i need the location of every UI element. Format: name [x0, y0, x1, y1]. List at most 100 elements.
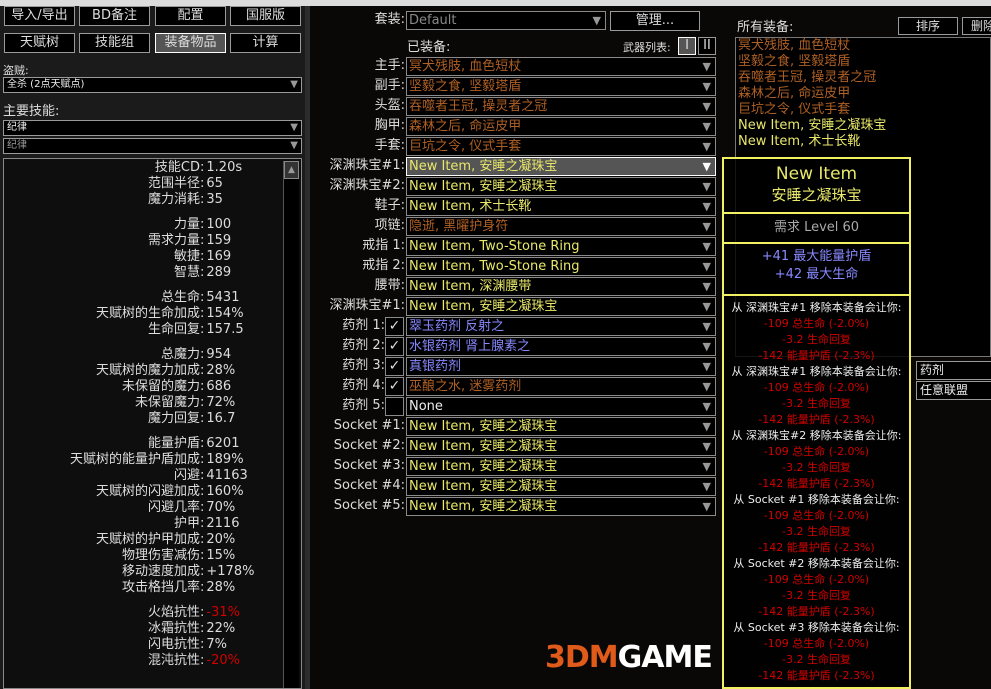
slot-select[interactable]: 水银药剂 肾上腺素之 ▼: [406, 337, 716, 356]
item-list-entry[interactable]: New Item, 术士长靴: [738, 134, 861, 149]
flask-checkbox[interactable]: [385, 397, 404, 416]
stat-colon: :: [200, 621, 205, 636]
stat-value: 189%: [206, 452, 244, 467]
stat-row: 天赋树的护甲加成:20%: [4, 532, 301, 548]
slot-select[interactable]: 巨坑之令, 仪式手套 ▼: [406, 137, 716, 156]
slot-select[interactable]: None ▼: [406, 397, 716, 416]
skill-part-select[interactable]: 纪律 ▼: [3, 138, 302, 154]
item-list-entry[interactable]: 森林之后, 命运皮甲: [738, 86, 851, 101]
slot-select[interactable]: New Item, 术士长靴 ▼: [406, 197, 716, 216]
stat-row: 闪电抗性:7%: [4, 637, 301, 653]
stat-label: 总魔力: [160, 347, 200, 362]
weapon-set-1-button[interactable]: I: [678, 37, 696, 55]
item-list-entry[interactable]: 坚毅之食, 坚毅塔盾: [738, 54, 851, 69]
bandit-select[interactable]: 全杀 (2点天赋点) ▼: [3, 77, 302, 93]
compare-line: -142 能量护盾 (-2.3%): [758, 541, 875, 554]
item-list-entry[interactable]: 吞噬者王冠, 操灵者之冠: [738, 70, 877, 85]
chevron-down-icon: ▼: [592, 14, 601, 27]
nav-tab-1-2[interactable]: 装备物品: [155, 33, 226, 53]
slot-select[interactable]: 森林之后, 命运皮甲 ▼: [406, 117, 716, 136]
slot-select[interactable]: 翠玉药剂 反射之 ▼: [406, 317, 716, 336]
chevron-down-icon: ▼: [702, 280, 711, 293]
slot-select[interactable]: New Item, 安睡之凝珠宝 ▼: [406, 497, 716, 516]
flask-checkbox[interactable]: ✓: [385, 357, 404, 376]
stat-value: 70%: [206, 500, 236, 515]
nav-tab-0-3[interactable]: 国服版: [230, 6, 301, 26]
stat-colon: :: [200, 249, 205, 264]
slot-select[interactable]: New Item, 安睡之凝珠宝 ▼: [406, 477, 716, 496]
manage-itemsets-button[interactable]: 管理...: [610, 11, 700, 31]
nav-tab-0-1[interactable]: BD备注: [79, 6, 150, 26]
panel-divider[interactable]: [305, 6, 310, 689]
stat-gap: [4, 427, 301, 436]
stat-label: 生命回复: [147, 322, 200, 337]
stat-colon: :: [200, 192, 205, 207]
bandit-value: 全杀 (2点天赋点): [7, 79, 85, 90]
slot-select[interactable]: New Item, 安睡之凝珠宝 ▼: [406, 177, 716, 196]
stat-value: 686: [206, 379, 232, 394]
stat-label: 护甲: [173, 516, 200, 531]
slot-label: 药剂 2:: [342, 338, 385, 353]
item-list-entry[interactable]: 冥犬残肢, 血色短杖: [738, 38, 851, 53]
stat-label: 需求力量: [147, 233, 200, 248]
weapon-set-2-button[interactable]: II: [698, 37, 716, 55]
slot-select[interactable]: 隐逝, 黑曜护身符 ▼: [406, 217, 716, 236]
stat-gap: [4, 596, 301, 605]
stat-row: 混沌抗性: -20%: [4, 653, 301, 669]
nav-tab-1-1[interactable]: 技能组: [79, 33, 150, 53]
stat-value: 5431: [206, 290, 240, 305]
stat-row: 闪避:41163: [4, 468, 301, 484]
slot-item: 巨坑之令, 仪式手套: [409, 139, 522, 154]
slot-select[interactable]: 冥犬残肢, 血色短杖 ▼: [406, 57, 716, 76]
slot-select[interactable]: 巫酿之水, 迷雾药剂 ▼: [406, 377, 716, 396]
stat-row: 未保留的魔力:686: [4, 379, 301, 395]
chevron-down-icon: ▼: [702, 140, 711, 153]
nav-tab-1-3[interactable]: 计算: [230, 33, 301, 53]
slot-label: 药剂 5:: [342, 398, 385, 413]
watermark-logo: 3DMGAME: [545, 640, 713, 675]
flask-checkbox[interactable]: ✓: [385, 317, 404, 336]
chevron-down-icon: ▼: [702, 320, 711, 333]
delete-button[interactable]: 删除: [962, 17, 991, 35]
slot-select[interactable]: New Item, 安睡之凝珠宝 ▼: [406, 297, 716, 316]
nav-tab-1-0[interactable]: 天赋树: [4, 33, 75, 53]
stats-scrollbar[interactable]: ▲: [283, 161, 299, 688]
main-skill-select[interactable]: 纪律 ▼: [3, 120, 302, 136]
slot-label: 头盔:: [374, 98, 405, 113]
nav-tab-0-0[interactable]: 导入/导出: [4, 6, 75, 26]
slot-select[interactable]: 真银药剂 ▼: [406, 357, 716, 376]
slot-select[interactable]: New Item, Two-Stone Ring ▼: [406, 257, 716, 276]
flask-checkbox[interactable]: ✓: [385, 337, 404, 356]
slot-select[interactable]: New Item, Two-Stone Ring ▼: [406, 237, 716, 256]
slot-select[interactable]: New Item, 安睡之凝珠宝 ▼: [406, 437, 716, 456]
stat-value: 20%: [206, 532, 236, 547]
league-filter-select[interactable]: 任意联盟: [916, 381, 991, 400]
stat-value: 65: [206, 176, 223, 191]
slot-select[interactable]: New Item, 安睡之凝珠宝 ▼: [406, 417, 716, 436]
slot-select[interactable]: New Item, 安睡之凝珠宝 ▼: [406, 457, 716, 476]
item-list-entry[interactable]: 巨坑之令, 仪式手套: [738, 102, 851, 117]
slot-select[interactable]: New Item, 安睡之凝珠宝 ▼: [406, 157, 716, 176]
stat-value: 289: [206, 265, 232, 280]
nav-tab-0-2[interactable]: 配置: [155, 6, 226, 26]
slot-item: New Item, 安睡之凝珠宝: [409, 479, 558, 494]
compare-line: -109 总生命 (-2.0%): [763, 573, 870, 586]
slot-item: New Item, 安睡之凝珠宝: [409, 299, 558, 314]
sort-button[interactable]: 排序: [898, 17, 958, 35]
itemset-select[interactable]: Default ▼: [406, 11, 606, 30]
slot-select[interactable]: 坚毅之食, 坚毅塔盾 ▼: [406, 77, 716, 96]
stat-row: 天赋树的魔力加成:28%: [4, 363, 301, 379]
stat-colon: :: [200, 160, 205, 175]
flask-checkbox[interactable]: ✓: [385, 377, 404, 396]
stat-colon: :: [200, 653, 205, 668]
type-filter-select[interactable]: 药剂: [916, 361, 991, 380]
scroll-up-icon[interactable]: ▲: [284, 161, 299, 179]
slot-select[interactable]: 吞噬者王冠, 操灵者之冠 ▼: [406, 97, 716, 116]
slot-select[interactable]: New Item, 深渊腰带 ▼: [406, 277, 716, 296]
compare-block: 从 深渊珠宝#1 移除本装备会让你: -109 总生命 (-2.0%) -3.2 生…: [724, 364, 909, 428]
item-list-entry[interactable]: New Item, 安睡之凝珠宝: [738, 118, 887, 133]
stat-row: 总生命:5431: [4, 290, 301, 306]
slot-label: 深渊珠宝#2:: [329, 178, 405, 193]
chevron-down-icon: ▼: [702, 260, 711, 273]
stat-colon: :: [200, 605, 205, 620]
